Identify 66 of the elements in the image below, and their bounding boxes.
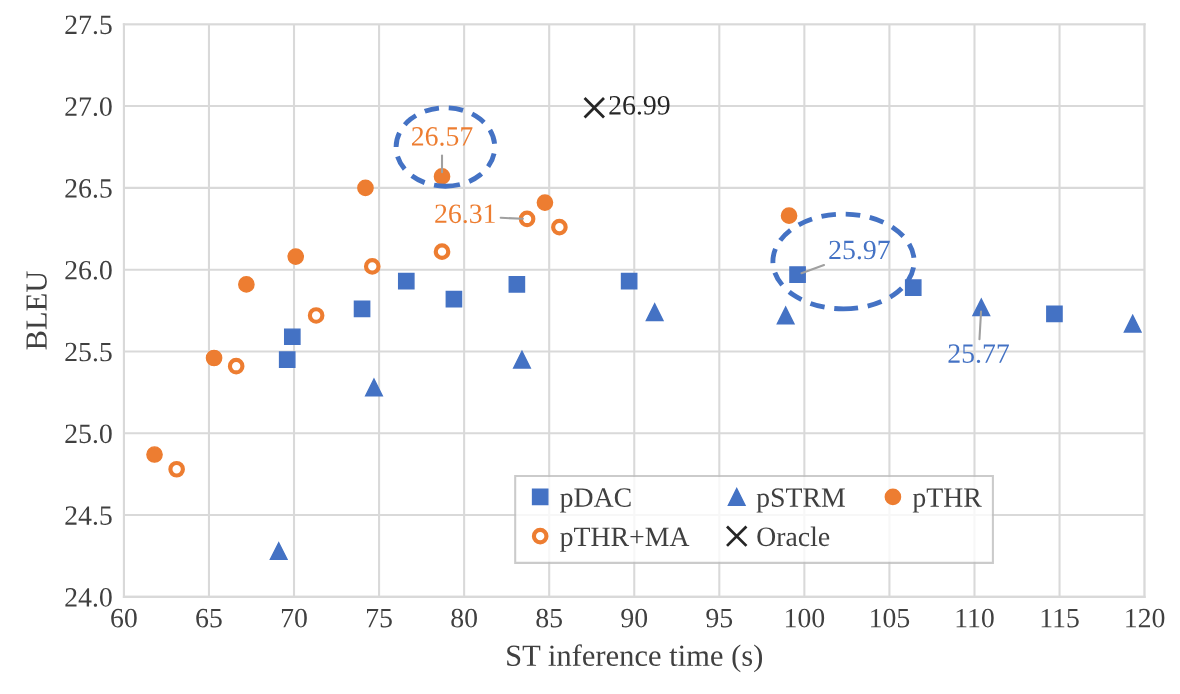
- point: [238, 276, 255, 293]
- legend-label: pTHR: [912, 488, 982, 513]
- annotation: 26.31: [435, 204, 495, 224]
- annotation: 25.77: [948, 344, 1009, 364]
- point: [620, 272, 638, 290]
- point: [645, 303, 664, 322]
- annotation: 26.99: [609, 96, 670, 115]
- point: [146, 446, 163, 463]
- point: [397, 272, 415, 290]
- point: [508, 276, 526, 293]
- y-tick-label: 25.5: [65, 342, 112, 362]
- y-tick-label: 26.5: [65, 179, 112, 198]
- y-tick-label: 24.5: [65, 506, 112, 526]
- x-axis-title: ST inference time (s): [507, 644, 763, 673]
- point: [433, 243, 451, 261]
- x-tick-label: 105: [871, 608, 910, 628]
- point: [363, 258, 381, 275]
- y-tick-label: 25.0: [65, 424, 112, 444]
- x-tick-label: 120: [1126, 608, 1165, 628]
- x-tick-label: 75: [367, 609, 392, 628]
- y-axis-title: BLEU: [26, 271, 47, 350]
- point: [307, 307, 325, 324]
- point: [1046, 305, 1063, 323]
- x-tick-label: 60: [111, 608, 137, 628]
- legend-label: pDAC: [560, 488, 631, 513]
- y-tick-label: 26.0: [65, 260, 112, 280]
- annotation: 26.57: [411, 127, 473, 146]
- point: [1123, 314, 1142, 333]
- point: [536, 194, 554, 211]
- point: [551, 218, 568, 236]
- point: [433, 168, 451, 185]
- point: [364, 378, 383, 397]
- annotation: 25.97: [829, 240, 890, 260]
- point: [904, 279, 922, 296]
- point: [287, 248, 305, 265]
- point: [583, 96, 606, 119]
- x-tick-label: 85: [536, 608, 562, 628]
- y-tick-label: 27.0: [65, 97, 112, 117]
- x-tick-label: 95: [706, 608, 733, 628]
- x-tick-label: 70: [281, 608, 307, 628]
- point: [512, 350, 532, 369]
- legend-label: pSTRM: [756, 488, 845, 513]
- x-tick-label: 80: [451, 608, 477, 628]
- point: [789, 266, 806, 283]
- legend-label: pTHR+MA: [560, 527, 690, 552]
- point: [227, 357, 245, 375]
- point: [357, 179, 374, 197]
- point: [445, 290, 463, 308]
- point: [353, 300, 371, 318]
- x-tick-label: 90: [621, 608, 648, 628]
- y-tick-label: 24.0: [65, 588, 112, 607]
- point: [168, 460, 185, 478]
- point: [780, 207, 798, 225]
- y-tick-label: 27.5: [65, 15, 112, 35]
- point: [972, 298, 991, 317]
- point: [278, 351, 296, 368]
- point: [776, 306, 795, 325]
- point: [269, 542, 288, 561]
- x-tick-label: 100: [785, 608, 825, 628]
- x-tick-label: 110: [956, 608, 994, 628]
- point: [283, 328, 301, 346]
- legend-label: Oracle: [757, 526, 830, 547]
- x-tick-label: 115: [1041, 608, 1079, 628]
- point: [518, 210, 536, 228]
- point: [205, 349, 223, 367]
- x-tick-label: 65: [196, 608, 222, 628]
